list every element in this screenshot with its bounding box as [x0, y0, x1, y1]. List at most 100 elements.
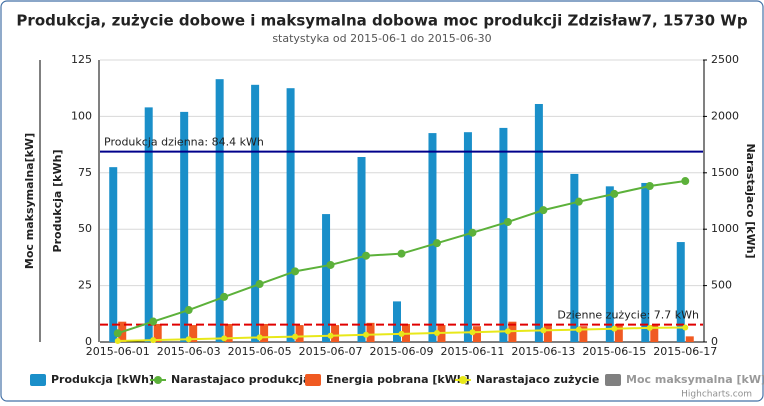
- line-point: [185, 336, 192, 343]
- line-point: [221, 335, 228, 342]
- x-tick-label: 2015-06-05: [228, 345, 292, 358]
- plot-line-label: Produkcja dzienna: 84.4 kWh: [104, 136, 264, 149]
- bar: [605, 186, 614, 342]
- legend-symbol: [154, 376, 162, 384]
- line-point: [150, 337, 157, 344]
- chart-subtitle: statystyka od 2015-06-1 do 2015-06-30: [272, 32, 491, 45]
- bar: [650, 325, 659, 342]
- y2-tick-label: 500: [711, 279, 732, 292]
- legend-symbol: [605, 374, 621, 386]
- line-point: [574, 197, 583, 206]
- bar: [144, 107, 153, 342]
- y-tick-label: 25: [78, 279, 92, 292]
- y-tick-label: 100: [71, 109, 92, 122]
- y-axis-outer-label: Moc maksymalna[kW]: [23, 133, 36, 269]
- y-tick-label: 50: [78, 222, 92, 235]
- y2-tick-label: 1500: [711, 166, 739, 179]
- y-tick-label: 0: [85, 335, 92, 348]
- plot-line-label: Dzienne zużycie: 7.7 kWh: [557, 309, 699, 322]
- line-point: [114, 337, 121, 344]
- line-point: [575, 326, 582, 333]
- line-point: [610, 189, 619, 198]
- chart-title: Produkcja, zużycie dobowe i maksymalna d…: [16, 12, 747, 30]
- bar: [366, 322, 375, 342]
- bar: [153, 323, 162, 342]
- line-point: [645, 181, 654, 190]
- bar: [614, 323, 623, 342]
- bar: [180, 111, 189, 342]
- line-point: [327, 332, 334, 339]
- line-point: [539, 206, 548, 215]
- line-point: [468, 228, 477, 237]
- x-tick-label: 2015-06-07: [299, 345, 363, 358]
- bar: [251, 84, 260, 342]
- line-point: [646, 324, 653, 331]
- line-point: [363, 331, 370, 338]
- line-point: [256, 334, 263, 341]
- line-point: [681, 177, 690, 186]
- bar: [322, 214, 331, 342]
- line-point: [397, 249, 406, 258]
- legend-symbol: [459, 376, 467, 384]
- x-tick-label: 2015-06-13: [511, 345, 575, 358]
- bar: [676, 242, 685, 342]
- legend-label[interactable]: Moc maksymalna [kW]: [626, 373, 764, 386]
- line-point: [255, 280, 264, 289]
- line-point: [682, 324, 689, 331]
- y2-tick-label: 2500: [711, 53, 739, 66]
- bar: [109, 167, 118, 342]
- bar: [260, 323, 269, 342]
- line-point: [291, 267, 300, 276]
- bar: [570, 173, 579, 342]
- line-point: [113, 329, 122, 338]
- y2-tick-label: 1000: [711, 222, 739, 235]
- legend-label[interactable]: Produkcja [kWh]: [51, 373, 154, 386]
- legend-label[interactable]: Narastajaco produkcja: [171, 373, 310, 386]
- line-point: [220, 292, 229, 301]
- bar: [579, 326, 588, 342]
- bar: [499, 127, 508, 342]
- x-tick-label: 2015-06-01: [86, 345, 150, 358]
- bar: [472, 326, 481, 342]
- bar: [286, 88, 295, 342]
- line-point: [611, 325, 618, 332]
- line-point: [540, 327, 547, 334]
- line-point: [432, 239, 441, 248]
- y-tick-label: 125: [71, 53, 92, 66]
- legend-symbol: [30, 374, 46, 386]
- y-axis-label: Produkcja [kWh]: [51, 150, 64, 253]
- y-tick-label: 75: [78, 166, 92, 179]
- bar: [295, 325, 304, 342]
- bar: [534, 103, 543, 342]
- legend-label[interactable]: Narastajaco zużycie: [476, 373, 599, 386]
- legend-label[interactable]: Energia pobrana [kWh]: [326, 373, 470, 386]
- legend-symbol: [305, 374, 321, 386]
- y2-tick-label: 0: [711, 335, 718, 348]
- bar: [543, 325, 552, 342]
- line-point: [362, 251, 371, 260]
- x-tick-label: 2015-06-15: [582, 345, 646, 358]
- bar: [463, 132, 472, 342]
- bar: [685, 336, 694, 342]
- line-point: [469, 329, 476, 336]
- y2-tick-label: 2000: [711, 109, 739, 122]
- credits: Highcharts.com: [681, 390, 752, 400]
- bar: [428, 133, 437, 342]
- y2-axis-label: Narastajaco [kWh]: [744, 143, 757, 258]
- line-point: [398, 330, 405, 337]
- line-point: [433, 330, 440, 337]
- x-tick-label: 2015-06-09: [370, 345, 434, 358]
- x-tick-label: 2015-06-03: [157, 345, 221, 358]
- line-point: [504, 328, 511, 335]
- line-point: [149, 317, 158, 326]
- bar: [215, 79, 224, 343]
- x-tick-label: 2015-06-17: [653, 345, 717, 358]
- bar: [357, 157, 366, 342]
- line-point: [184, 306, 193, 315]
- bar: [189, 325, 198, 342]
- bar: [393, 301, 401, 342]
- line-point: [326, 260, 335, 269]
- line-point: [292, 333, 299, 340]
- bar: [224, 323, 233, 342]
